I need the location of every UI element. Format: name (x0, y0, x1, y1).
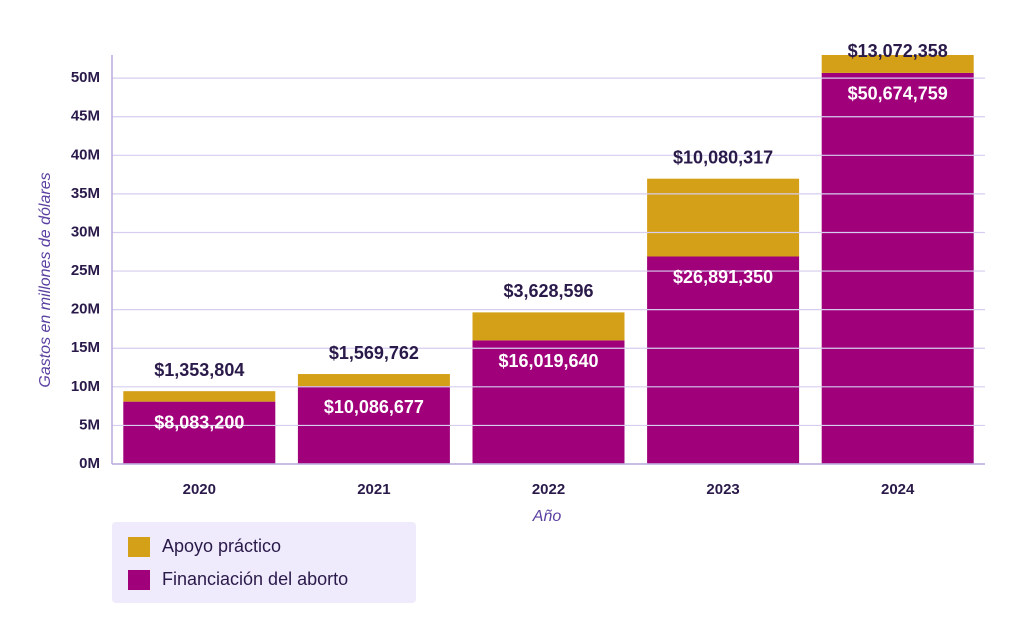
data-label: $50,674,759 (848, 84, 948, 104)
data-label: $8,083,200 (154, 412, 244, 432)
bar-segment (123, 391, 276, 402)
bar-segment (472, 340, 625, 464)
bar-segment (821, 72, 974, 464)
y-tick-label: 15M (71, 339, 100, 356)
y-tick-label: 0M (79, 455, 100, 472)
x-tick-label: 2021 (357, 481, 390, 498)
y-tick-label: 50M (71, 69, 100, 86)
legend (112, 522, 416, 603)
data-label: $10,080,317 (673, 147, 773, 167)
data-label: $3,628,596 (503, 281, 593, 301)
x-tick-label: 2024 (881, 481, 915, 498)
bar-segment (821, 55, 974, 73)
y-tick-label: 25M (71, 262, 100, 279)
bar-segment (647, 178, 800, 257)
legend-swatch (128, 570, 150, 590)
data-label: $1,353,804 (154, 360, 244, 380)
x-axis-label: Año (532, 508, 562, 525)
y-tick-label: 5M (79, 416, 100, 433)
data-label: $10,086,677 (324, 397, 424, 417)
y-tick-label: 35M (71, 185, 100, 202)
bar-segment (472, 312, 625, 341)
legend-swatch (128, 537, 150, 557)
data-label: $26,891,350 (673, 267, 773, 287)
x-tick-label: 2022 (532, 481, 565, 498)
plot-area (123, 55, 974, 464)
y-axis-label: Gastos en millones de dólares (37, 172, 54, 387)
legend-label: Financiación del aborto (162, 569, 348, 589)
data-label: $13,072,358 (848, 41, 948, 61)
bar-segment (123, 401, 276, 464)
bar-segment (297, 374, 450, 387)
y-tick-label: 30M (71, 223, 100, 240)
x-tick-label: 2020 (183, 481, 216, 498)
bar-segment (647, 256, 800, 464)
x-tick-label: 2023 (706, 481, 739, 498)
y-tick-label: 10M (71, 378, 100, 395)
data-label: $1,569,762 (329, 343, 419, 363)
legend-label: Apoyo práctico (162, 536, 281, 556)
data-label: $16,019,640 (498, 351, 598, 371)
y-tick-label: 45M (71, 108, 100, 125)
y-tick-label: 40M (71, 146, 100, 163)
y-tick-label: 20M (71, 301, 100, 318)
